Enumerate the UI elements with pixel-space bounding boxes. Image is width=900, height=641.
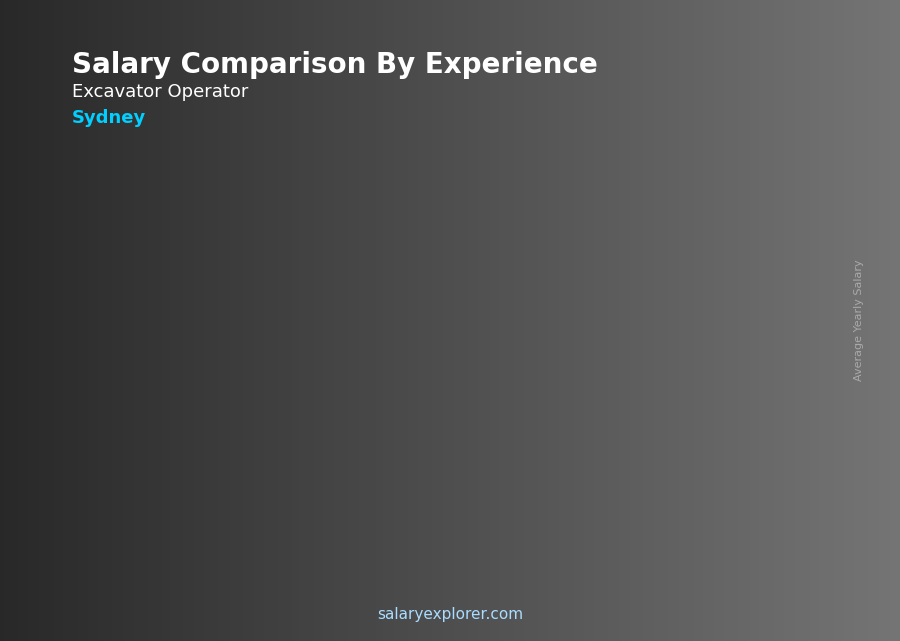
Polygon shape	[691, 176, 755, 564]
Text: 20,100 AUD: 20,100 AUD	[108, 387, 187, 400]
Polygon shape	[458, 225, 522, 564]
Bar	[720, 80, 828, 87]
Text: 50,400 AUD: 50,400 AUD	[689, 149, 769, 163]
Text: Excavator Operator: Excavator Operator	[72, 83, 248, 101]
Text: +7%: +7%	[648, 112, 693, 130]
Text: 47,300 AUD: 47,300 AUD	[572, 174, 652, 187]
Polygon shape	[110, 410, 174, 564]
Polygon shape	[522, 219, 534, 564]
Bar	[763, 51, 785, 115]
Polygon shape	[226, 362, 302, 365]
Text: salaryexplorer.com: salaryexplorer.com	[377, 607, 523, 622]
Polygon shape	[639, 194, 650, 564]
Text: 25,800 AUD: 25,800 AUD	[224, 342, 303, 355]
Text: +38%: +38%	[292, 226, 351, 244]
Polygon shape	[226, 365, 290, 564]
Polygon shape	[575, 194, 650, 200]
Text: +24%: +24%	[409, 161, 467, 179]
Bar	[769, 51, 779, 115]
Polygon shape	[110, 406, 185, 410]
Text: Sydney: Sydney	[72, 109, 146, 127]
Polygon shape	[575, 200, 639, 564]
Polygon shape	[755, 169, 767, 564]
Polygon shape	[406, 285, 418, 564]
Text: +7%: +7%	[532, 136, 577, 154]
Polygon shape	[458, 219, 534, 225]
Text: Average Yearly Salary: Average Yearly Salary	[854, 260, 864, 381]
Polygon shape	[691, 169, 767, 176]
Bar	[720, 77, 828, 90]
Text: Salary Comparison By Experience: Salary Comparison By Experience	[72, 51, 598, 79]
Text: 35,600 AUD: 35,600 AUD	[340, 265, 419, 278]
Text: 44,100 AUD: 44,100 AUD	[456, 199, 536, 212]
Polygon shape	[290, 362, 302, 564]
Text: +29%: +29%	[176, 301, 235, 319]
Polygon shape	[342, 285, 418, 290]
Polygon shape	[342, 290, 406, 564]
Polygon shape	[174, 406, 185, 564]
